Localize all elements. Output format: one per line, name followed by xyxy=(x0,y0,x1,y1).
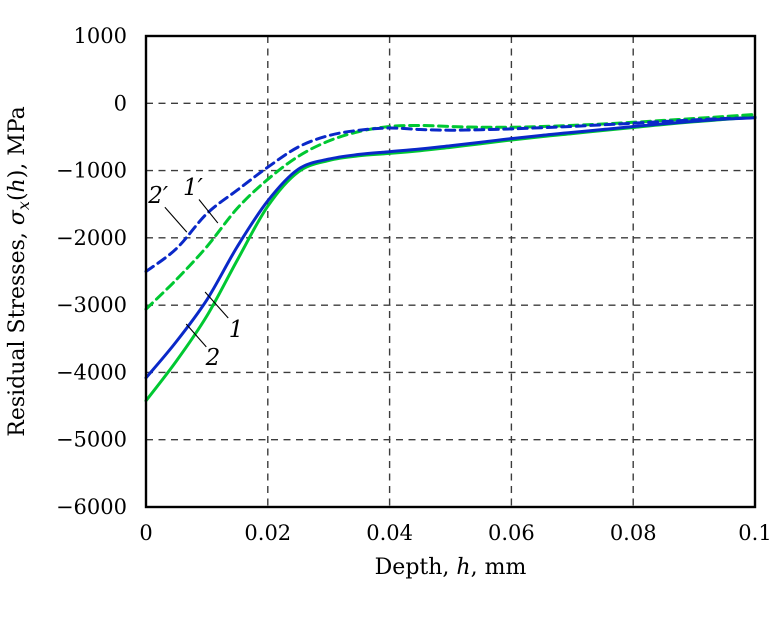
label-part: , mm xyxy=(471,555,527,580)
y-axis-label: Residual Stresses, σx(h), MPa xyxy=(5,106,33,437)
label-part: σ xyxy=(5,209,30,225)
label-part: Depth, xyxy=(375,555,457,580)
label-2: 2 xyxy=(205,345,221,371)
x-tick-label: 0.02 xyxy=(244,521,291,545)
label-1: 1 xyxy=(229,317,244,343)
y-tick-label: −6000 xyxy=(56,495,127,519)
curve-1 xyxy=(144,115,757,403)
label-1-prime: 1′ xyxy=(183,175,204,201)
label-part: ), MPa xyxy=(5,106,30,178)
x-tick-label: 0.08 xyxy=(610,521,657,545)
curve-2 xyxy=(144,116,757,380)
axes-frame xyxy=(144,34,757,509)
x-tick-label: 0 xyxy=(139,521,152,545)
y-tick-label: −3000 xyxy=(56,293,127,317)
x-axis-label: Depth, h, mm xyxy=(375,555,527,580)
plot-frame xyxy=(144,34,757,509)
label-1-leader xyxy=(204,291,229,319)
annotations: 2′ 1′ 12 xyxy=(147,175,243,371)
y-tick-label: −5000 xyxy=(56,428,127,452)
curve-2-prime xyxy=(144,115,757,273)
x-tick-label: 0.1 xyxy=(738,521,771,545)
x-tick-label: 0.06 xyxy=(488,521,535,545)
label-2-leader xyxy=(185,323,207,348)
curves xyxy=(144,112,757,403)
label-2-prime: 2′ xyxy=(147,183,169,209)
y-tick-label: −1000 xyxy=(56,159,127,183)
label-1-prime-leader xyxy=(198,199,219,224)
curve-1-prime xyxy=(144,112,757,311)
gridlines xyxy=(146,36,755,507)
label-part: x xyxy=(14,201,33,210)
label-part: ( xyxy=(5,192,30,201)
y-tick-label: 1000 xyxy=(74,24,127,48)
label-part: h xyxy=(5,178,30,192)
x-tick-label: 0.04 xyxy=(366,521,413,545)
y-tick-label: 0 xyxy=(114,91,127,115)
y-tick-label: −4000 xyxy=(56,360,127,384)
label-part: h xyxy=(456,555,470,580)
y-tick-label: −2000 xyxy=(56,226,127,250)
label-part: Residual Stresses, xyxy=(5,225,30,437)
label-2-prime-leader xyxy=(164,206,188,233)
tick-labels: 0 0.02 0.04 0.06 0.08 0.1 1000 0 −1000 −2000 −3000… xyxy=(56,24,772,545)
